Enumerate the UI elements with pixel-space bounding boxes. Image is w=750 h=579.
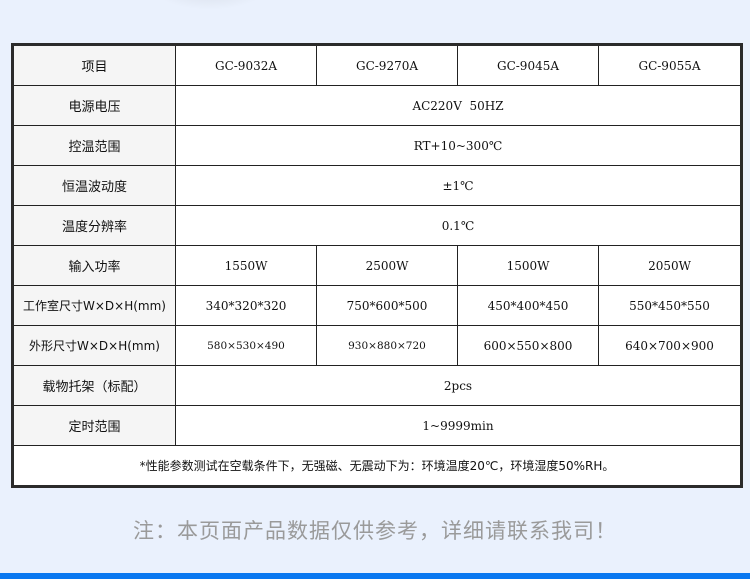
model-header: GC-9032A <box>175 44 317 86</box>
row-value: ±1℃ <box>175 165 742 206</box>
row-value: 2pcs <box>175 365 742 406</box>
cell-value: 450*400*450 <box>457 285 599 326</box>
cell-value: 340*320*320 <box>175 285 317 326</box>
row-label: 工作室尺寸W×D×H(mm) <box>12 285 176 326</box>
model-header: GC-9045A <box>457 44 599 86</box>
table-row: 控温范围 RT+10~300℃ <box>12 125 742 166</box>
row-label: 外形尺寸W×D×H(mm) <box>12 325 176 366</box>
spec-table: 项目 GC-9032A GC-9270A GC-9045A GC-9055A 电… <box>11 43 743 488</box>
model-header: GC-9055A <box>598 44 742 86</box>
accent-bar <box>0 573 750 579</box>
table-row: 温度分辨率 0.1℃ <box>12 205 742 246</box>
table-row: 外形尺寸W×D×H(mm) 580×530×490 930×880×720 60… <box>12 325 742 366</box>
row-label: 输入功率 <box>12 245 176 286</box>
table-row: 输入功率 1550W 2500W 1500W 2050W <box>12 245 742 286</box>
table-row: 载物托架（标配） 2pcs <box>12 365 742 406</box>
cell-value: 1500W <box>457 245 599 286</box>
disclaimer-text: 注：本页面产品数据仅供参考，详细请联系我司！ <box>133 519 617 543</box>
header-label: 项目 <box>12 44 176 86</box>
cell-value: 600×550×800 <box>457 325 599 366</box>
row-value: AC220V 50HZ <box>175 85 742 126</box>
decorative-shadow <box>150 0 270 10</box>
row-label: 定时范围 <box>12 405 176 446</box>
cell-value: 550*450*550 <box>598 285 742 326</box>
row-value: 1~9999min <box>175 405 742 446</box>
cell-value: 640×700×900 <box>598 325 742 366</box>
model-header: GC-9270A <box>316 44 458 86</box>
cell-value: 750*600*500 <box>316 285 458 326</box>
cell-value: 2050W <box>598 245 742 286</box>
cell-value: 1550W <box>175 245 317 286</box>
table-row: 工作室尺寸W×D×H(mm) 340*320*320 750*600*500 4… <box>12 285 742 326</box>
row-label: 载物托架（标配） <box>12 365 176 406</box>
table-row: 电源电压 AC220V 50HZ <box>12 85 742 126</box>
row-label: 控温范围 <box>12 125 176 166</box>
row-label: 电源电压 <box>12 85 176 126</box>
row-label: 温度分辨率 <box>12 205 176 246</box>
table-row: 恒温波动度 ±1℃ <box>12 165 742 206</box>
cell-value: 2500W <box>316 245 458 286</box>
table-row: 定时范围 1~9999min <box>12 405 742 446</box>
cell-value: 580×530×490 <box>175 325 317 366</box>
table-header-row: 项目 GC-9032A GC-9270A GC-9045A GC-9055A <box>12 44 742 86</box>
cell-value: 930×880×720 <box>316 325 458 366</box>
test-conditions-note: *性能参数测试在空载条件下，无强磁、无震动下为：环境温度20℃，环境湿度50%R… <box>12 445 742 487</box>
row-value: RT+10~300℃ <box>175 125 742 166</box>
row-label: 恒温波动度 <box>12 165 176 206</box>
row-value: 0.1℃ <box>175 205 742 246</box>
table-note-row: *性能参数测试在空载条件下，无强磁、无震动下为：环境温度20℃，环境湿度50%R… <box>12 445 742 487</box>
